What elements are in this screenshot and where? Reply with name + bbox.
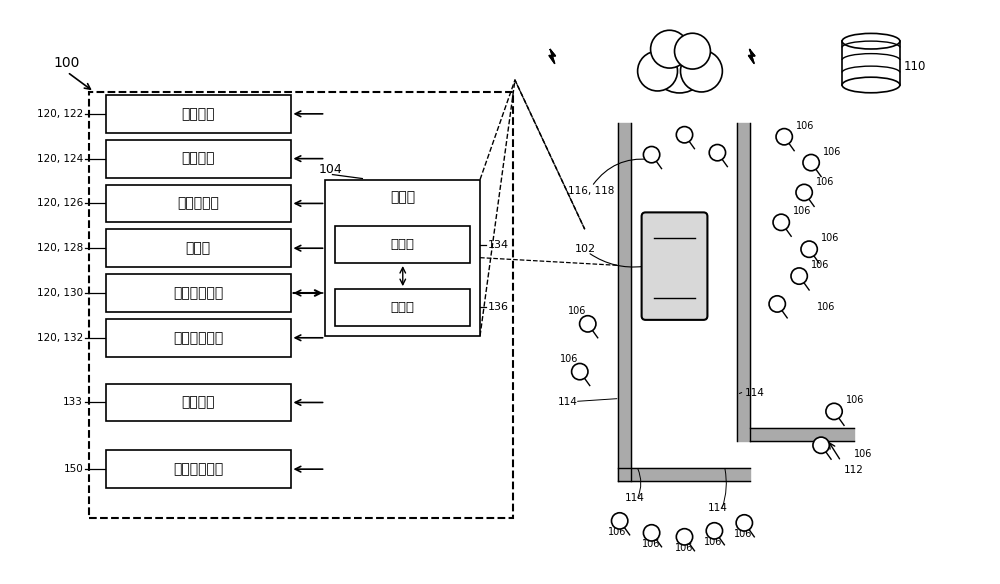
Text: 116, 118: 116, 118 [568, 186, 614, 196]
FancyBboxPatch shape [325, 179, 480, 336]
Circle shape [736, 515, 752, 531]
Text: 120, 132: 120, 132 [37, 333, 83, 343]
Text: 106: 106 [816, 176, 834, 186]
Text: 120, 128: 120, 128 [37, 243, 83, 253]
Text: 150: 150 [63, 464, 83, 474]
Circle shape [651, 30, 688, 68]
Text: 106: 106 [568, 306, 586, 316]
Text: 全球定位系统: 全球定位系统 [173, 286, 223, 300]
Text: 104: 104 [319, 162, 342, 176]
Circle shape [611, 513, 628, 529]
FancyBboxPatch shape [106, 95, 291, 133]
FancyBboxPatch shape [106, 140, 291, 178]
Text: 106: 106 [608, 527, 626, 537]
Circle shape [643, 524, 660, 541]
Circle shape [801, 241, 817, 258]
Circle shape [676, 127, 693, 143]
Text: 106: 106 [793, 206, 812, 216]
Circle shape [803, 154, 819, 171]
Text: 计算机: 计算机 [390, 190, 415, 204]
Circle shape [769, 296, 785, 312]
Text: 自动驾驶模块: 自动驾驶模块 [173, 462, 223, 476]
Text: 136: 136 [488, 303, 509, 312]
Circle shape [776, 128, 792, 145]
Text: 106: 106 [704, 537, 723, 547]
Text: 激光雷达: 激光雷达 [182, 107, 215, 121]
Text: 110: 110 [904, 60, 926, 73]
Circle shape [791, 268, 807, 284]
Text: 114: 114 [707, 503, 727, 513]
Circle shape [638, 51, 678, 91]
Text: 133: 133 [63, 398, 83, 408]
Text: 超声波雷达: 超声波雷达 [177, 196, 219, 210]
Text: 114: 114 [744, 388, 764, 398]
Ellipse shape [842, 77, 900, 93]
Text: 106: 106 [675, 543, 693, 553]
Circle shape [813, 437, 829, 453]
FancyBboxPatch shape [335, 227, 470, 263]
Text: 100: 100 [53, 56, 80, 70]
Polygon shape [549, 50, 555, 64]
FancyBboxPatch shape [642, 213, 707, 320]
Text: 106: 106 [734, 529, 753, 539]
Circle shape [572, 363, 588, 380]
Text: 处理器: 处理器 [391, 238, 415, 251]
Circle shape [652, 37, 707, 93]
Circle shape [580, 316, 596, 332]
Text: 120, 122: 120, 122 [37, 109, 83, 119]
FancyBboxPatch shape [106, 319, 291, 357]
Text: 120, 130: 120, 130 [37, 288, 83, 298]
FancyBboxPatch shape [106, 384, 291, 422]
Ellipse shape [842, 33, 900, 49]
Text: 134: 134 [488, 239, 509, 250]
Text: 112: 112 [844, 465, 864, 475]
FancyBboxPatch shape [335, 289, 470, 326]
Text: 102: 102 [575, 244, 596, 254]
Text: 120, 124: 120, 124 [37, 154, 83, 164]
Circle shape [676, 529, 693, 545]
Text: 106: 106 [817, 302, 835, 312]
Text: 惯性测量单元: 惯性测量单元 [173, 331, 223, 345]
Circle shape [709, 144, 726, 161]
FancyBboxPatch shape [106, 274, 291, 312]
FancyBboxPatch shape [106, 450, 291, 488]
Circle shape [643, 147, 660, 163]
Circle shape [796, 185, 812, 201]
Text: 106: 106 [823, 147, 841, 157]
Circle shape [680, 50, 722, 92]
Text: 106: 106 [642, 539, 660, 549]
Text: 106: 106 [846, 395, 864, 405]
Circle shape [773, 214, 789, 231]
Text: 通信设备: 通信设备 [182, 395, 215, 409]
Text: 摄像头: 摄像头 [186, 241, 211, 255]
Circle shape [826, 404, 842, 419]
Text: 微波雷达: 微波雷达 [182, 152, 215, 166]
Bar [842, 41, 900, 85]
Text: 114: 114 [558, 398, 578, 408]
Text: 106: 106 [811, 260, 830, 270]
Circle shape [675, 33, 710, 69]
Text: 120, 126: 120, 126 [37, 199, 83, 208]
Text: 106: 106 [821, 233, 839, 244]
Polygon shape [749, 50, 755, 64]
Text: 106: 106 [560, 354, 578, 364]
FancyBboxPatch shape [106, 230, 291, 267]
Circle shape [706, 523, 723, 539]
Text: 106: 106 [854, 449, 872, 459]
Text: 存储器: 存储器 [391, 301, 415, 314]
Text: 114: 114 [625, 493, 645, 503]
FancyBboxPatch shape [106, 185, 291, 223]
Text: 106: 106 [796, 121, 815, 131]
